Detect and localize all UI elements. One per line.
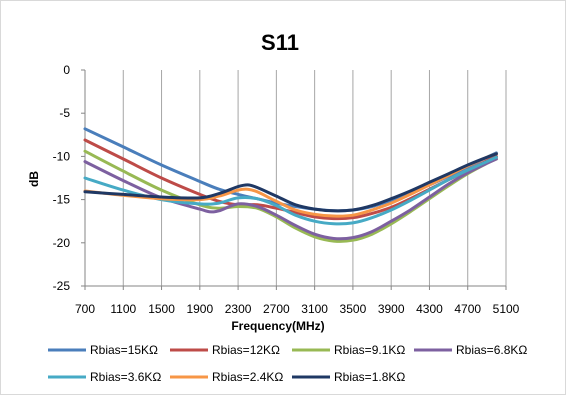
x-tick-label: 1900 xyxy=(186,302,213,316)
legend-item-2: Rbias=12KΩ xyxy=(170,343,280,357)
y-tick-label: -10 xyxy=(53,149,71,163)
y-tick-label: -25 xyxy=(53,279,71,293)
x-tick-label: 1100 xyxy=(110,302,136,316)
x-tick-label: 2700 xyxy=(263,302,290,316)
legend-label: Rbias=9.1KΩ xyxy=(334,343,405,357)
y-tick-label: -15 xyxy=(53,193,71,207)
x-tick-label: 700 xyxy=(75,302,95,316)
legend-label: Rbias=2.4KΩ xyxy=(212,370,283,384)
y-tick-label: -5 xyxy=(59,106,70,120)
legend-label: Rbias=1.8KΩ xyxy=(334,370,405,384)
y-tick-labels: 0 -5 -10 -15 -20 -25 xyxy=(53,63,85,293)
legend-label: Rbias=3.6KΩ xyxy=(90,370,161,384)
legend-item-5: Rbias=3.6KΩ xyxy=(48,370,161,384)
grid-lines xyxy=(122,70,507,286)
x-axis-label: Frequency(MHz) xyxy=(231,319,324,333)
x-tick-label: 3100 xyxy=(301,302,328,316)
legend-label: Rbias=6.8KΩ xyxy=(456,343,527,357)
x-tick-label: 3900 xyxy=(378,302,405,316)
x-tick-label: 4700 xyxy=(454,302,481,316)
legend-item-7: Rbias=1.8KΩ xyxy=(292,370,405,384)
legend: Rbias=15KΩ Rbias=12KΩ Rbias=9.1KΩ Rbias=6.8… xyxy=(48,343,527,384)
y-axis-label: dB xyxy=(27,171,41,187)
x-tick-label: 5100 xyxy=(493,302,520,316)
legend-label: Rbias=15KΩ xyxy=(90,343,158,357)
legend-item-1: Rbias=15KΩ xyxy=(48,343,158,357)
x-tick-labels: 700 1100 1500 1900 2300 2700 3100 3500 3900 4300 4… xyxy=(75,286,520,316)
series-line-7 xyxy=(83,152,498,213)
y-tick-label: -20 xyxy=(53,236,71,250)
legend-label: Rbias=12KΩ xyxy=(212,343,280,357)
legend-item-6: Rbias=2.4KΩ xyxy=(170,370,283,384)
x-tick-label: 2300 xyxy=(225,302,252,316)
series-line-4 xyxy=(83,157,498,241)
chart-title: S11 xyxy=(261,30,299,55)
y-tick-label: 0 xyxy=(63,63,70,77)
series-line-5 xyxy=(83,155,498,226)
x-tick-label: 4300 xyxy=(416,302,443,316)
x-tick-label: 1500 xyxy=(148,302,175,316)
legend-item-4: Rbias=6.8KΩ xyxy=(414,343,527,357)
legend-item-3: Rbias=9.1KΩ xyxy=(292,343,405,357)
series-line-6 xyxy=(83,152,498,218)
series-lines xyxy=(83,127,498,243)
x-tick-label: 3500 xyxy=(340,302,367,316)
